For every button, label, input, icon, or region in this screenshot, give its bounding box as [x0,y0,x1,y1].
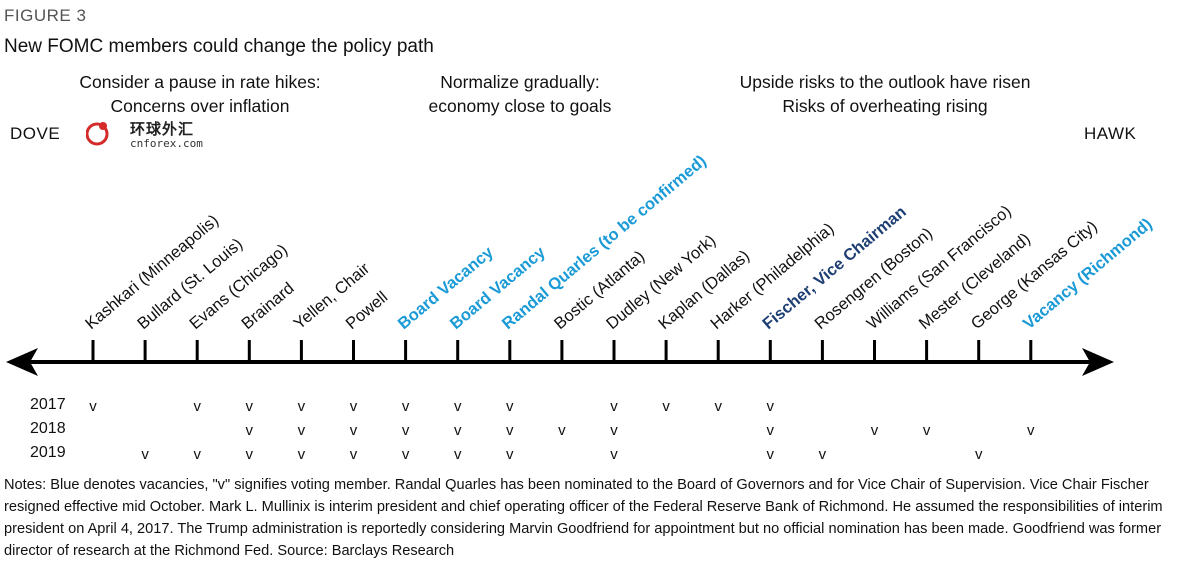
year-2017-label: 2017 [30,396,66,413]
watermark-logo: 环球外汇 cnforex.com [86,118,216,152]
vote-mark: v [193,398,201,415]
member-label: Bostic (Atlanta) [551,247,648,333]
vote-mark: v [350,446,358,463]
vote-mark: v [610,446,618,463]
vote-mark: v [193,446,201,463]
vote-mark: v [767,398,775,415]
vote-mark: v [506,422,514,439]
vote-mark: v [402,446,410,463]
hawk-arrowhead-icon [1082,348,1114,376]
vote-mark: v [246,446,254,463]
year-2019-label: 2019 [30,444,66,461]
footnotes: Notes: Blue denotes vacancies, "v" signi… [4,477,1163,559]
logo-en-text: cnforex.com [130,137,203,150]
vote-mark: v [298,398,306,415]
header-hawkish-line2: Risks of overheating rising [782,96,988,116]
header-hawkish-line1: Upside risks to the outlook have risen [739,72,1031,92]
vote-mark: v [454,422,462,439]
hawk-label: HAWK [1084,124,1137,143]
vote-mark: v [871,422,879,439]
vote-mark: v [662,398,670,415]
logo-cn-text: 环球外汇 [130,120,195,138]
vote-mark: v [1027,422,1035,439]
vote-mark: v [610,398,618,415]
vote-mark: v [923,422,931,439]
vote-mark: v [819,446,827,463]
dove-arrowhead-icon [6,348,38,376]
figure-label: FIGURE 3 [4,6,87,25]
figure-title: New FOMC members could change the policy… [4,36,434,57]
dove-label: DOVE [10,124,61,143]
header-neutral: Normalize gradually: economy close to go… [410,70,630,118]
vote-mark: v [506,398,514,415]
header-hawkish: Upside risks to the outlook have risen R… [715,70,1055,118]
vote-mark: v [246,398,254,415]
header-neutral-line1: Normalize gradually: [440,72,600,92]
header-dovish: Consider a pause in rate hikes: Concerns… [70,70,330,118]
header-dovish-line1: Consider a pause in rate hikes: [79,72,321,92]
vote-mark: v [246,422,254,439]
vote-mark: v [714,398,722,415]
policy-spectrum-timeline: Kashkari (Minneapolis)Bullard (St. Louis… [6,152,1156,463]
vote-mark: v [454,398,462,415]
vote-mark: v [767,446,775,463]
vote-mark: v [454,446,462,463]
member-label: Powell [343,288,392,333]
logo-mark-icon [86,122,109,146]
vote-mark: v [298,446,306,463]
vote-mark: v [506,446,514,463]
vote-mark: v [141,446,149,463]
vote-mark: v [298,422,306,439]
header-neutral-line2: economy close to goals [428,96,612,116]
vote-mark: v [767,422,775,439]
member-label: Kaplan (Dallas) [655,247,753,333]
vote-mark: v [350,398,358,415]
vote-mark: v [610,422,618,439]
vote-mark: v [89,398,97,415]
year-2018-label: 2018 [30,420,66,437]
vote-mark: v [350,422,358,439]
vote-mark: v [558,422,566,439]
header-dovish-line2: Concerns over inflation [110,96,290,116]
vote-mark: v [975,446,983,463]
vote-mark: v [402,422,410,439]
vote-mark: v [402,398,410,415]
